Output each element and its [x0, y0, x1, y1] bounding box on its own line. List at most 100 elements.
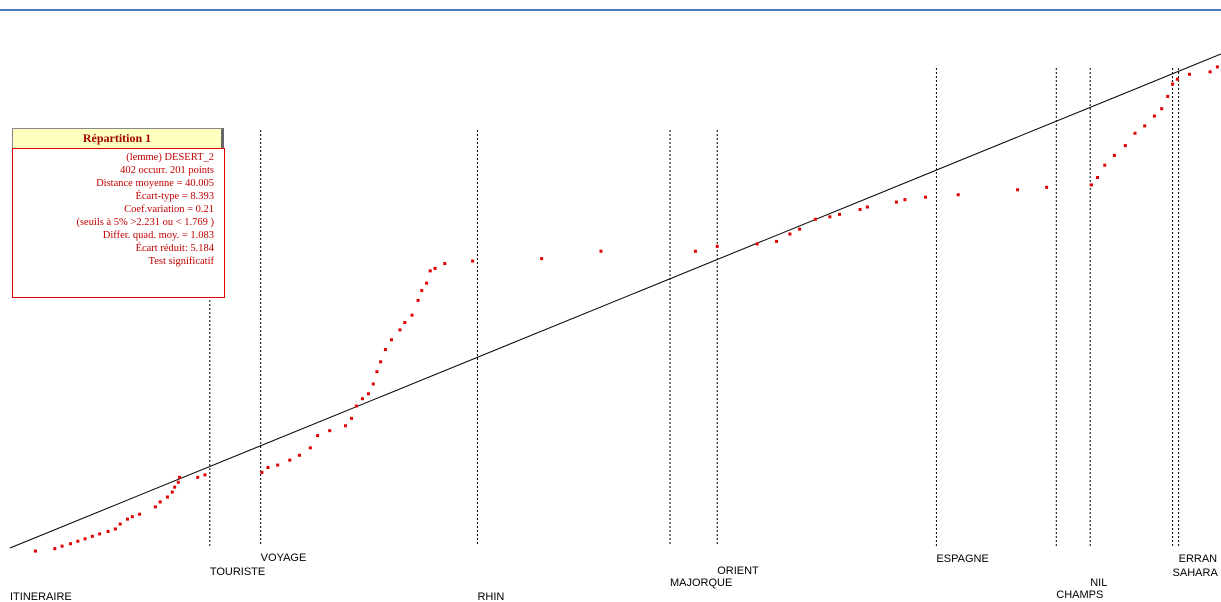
marker-label: VOYAGE — [261, 552, 307, 564]
point — [178, 475, 182, 479]
point — [98, 532, 102, 536]
point — [203, 473, 207, 477]
info-title: Répartition 1 — [12, 128, 224, 149]
point — [398, 328, 402, 332]
info-line: Distance moyenne = 40.005 — [96, 178, 214, 189]
point — [1166, 94, 1170, 98]
point — [69, 542, 73, 546]
point — [389, 338, 393, 342]
point — [420, 289, 424, 293]
point — [176, 480, 180, 484]
point — [788, 232, 792, 236]
point — [297, 453, 301, 457]
point — [165, 495, 169, 499]
point — [865, 205, 869, 209]
info-line: Coef.variation = 0.21 — [124, 204, 214, 215]
point — [316, 434, 320, 438]
info-line: Écart réduit: 5.184 — [135, 243, 214, 254]
marker-label: ESPAGNE — [936, 553, 988, 565]
point — [1089, 183, 1093, 187]
point — [375, 370, 379, 374]
point — [371, 382, 375, 386]
point — [1188, 72, 1192, 76]
point — [775, 239, 779, 243]
point — [360, 397, 364, 401]
point — [1208, 70, 1212, 74]
point — [153, 505, 157, 509]
point — [693, 249, 697, 253]
marker-label: CHAMPS — [1056, 589, 1103, 601]
point — [828, 215, 832, 219]
marker-label: MAJORQUE — [670, 577, 732, 589]
point — [118, 522, 122, 526]
point — [276, 463, 280, 467]
point — [383, 348, 387, 352]
info-line: 402 occurr. 201 points — [120, 165, 214, 176]
reference-line — [9, 53, 1221, 549]
point — [1215, 65, 1219, 69]
marker-label: ITINERAIRE — [10, 591, 72, 602]
point — [90, 534, 94, 538]
point — [540, 257, 544, 261]
point — [308, 446, 312, 450]
point — [471, 259, 475, 263]
info-line: Differ. quad. moy. = 1.083 — [102, 230, 214, 241]
point — [1175, 77, 1179, 81]
point — [715, 244, 719, 248]
info-line: Écart-type = 8.393 — [135, 191, 214, 202]
point — [138, 512, 142, 516]
point — [130, 515, 134, 519]
info-line: (lemme) DESERT_2 — [126, 152, 214, 163]
point — [379, 360, 383, 364]
point — [1095, 176, 1099, 180]
info-box: (lemme) DESERT_2 402 occurr. 201 points Di… — [12, 148, 225, 298]
point — [755, 242, 759, 246]
point — [328, 429, 332, 433]
info-line: (seuils à 5% >2.231 ou < 1.769 ) — [76, 217, 214, 228]
point — [1143, 124, 1147, 128]
marker-label: TOURISTE — [210, 566, 265, 578]
point — [599, 249, 603, 253]
point — [173, 485, 177, 489]
point — [366, 392, 370, 396]
point — [410, 313, 414, 317]
info-line: Test significatif — [148, 256, 214, 267]
point — [956, 193, 960, 197]
point — [903, 198, 907, 202]
point — [288, 458, 292, 462]
marker-label: ERRAN — [1179, 553, 1218, 565]
point — [403, 321, 407, 325]
marker-label: ORIENT — [717, 565, 759, 577]
point — [798, 227, 802, 231]
point — [83, 537, 87, 541]
point — [1133, 131, 1137, 135]
point — [158, 500, 162, 504]
point — [416, 298, 420, 302]
marker-label: RHIN — [477, 591, 504, 602]
point — [60, 544, 64, 548]
point — [53, 547, 57, 551]
point — [33, 549, 37, 553]
point — [343, 424, 347, 428]
marker-label: SAHARA — [1173, 567, 1219, 579]
point — [1160, 107, 1164, 111]
point — [1016, 188, 1020, 192]
point — [350, 416, 354, 420]
point — [1103, 163, 1107, 167]
point — [76, 539, 80, 543]
point — [1112, 153, 1116, 157]
point — [1171, 82, 1175, 86]
point — [266, 466, 270, 470]
point — [425, 281, 429, 285]
point — [1123, 144, 1127, 148]
point — [354, 404, 358, 408]
point — [125, 517, 129, 521]
point — [858, 207, 862, 211]
point — [196, 475, 200, 479]
point — [838, 212, 842, 216]
point — [1152, 114, 1156, 118]
point — [443, 262, 447, 266]
point — [924, 195, 928, 199]
